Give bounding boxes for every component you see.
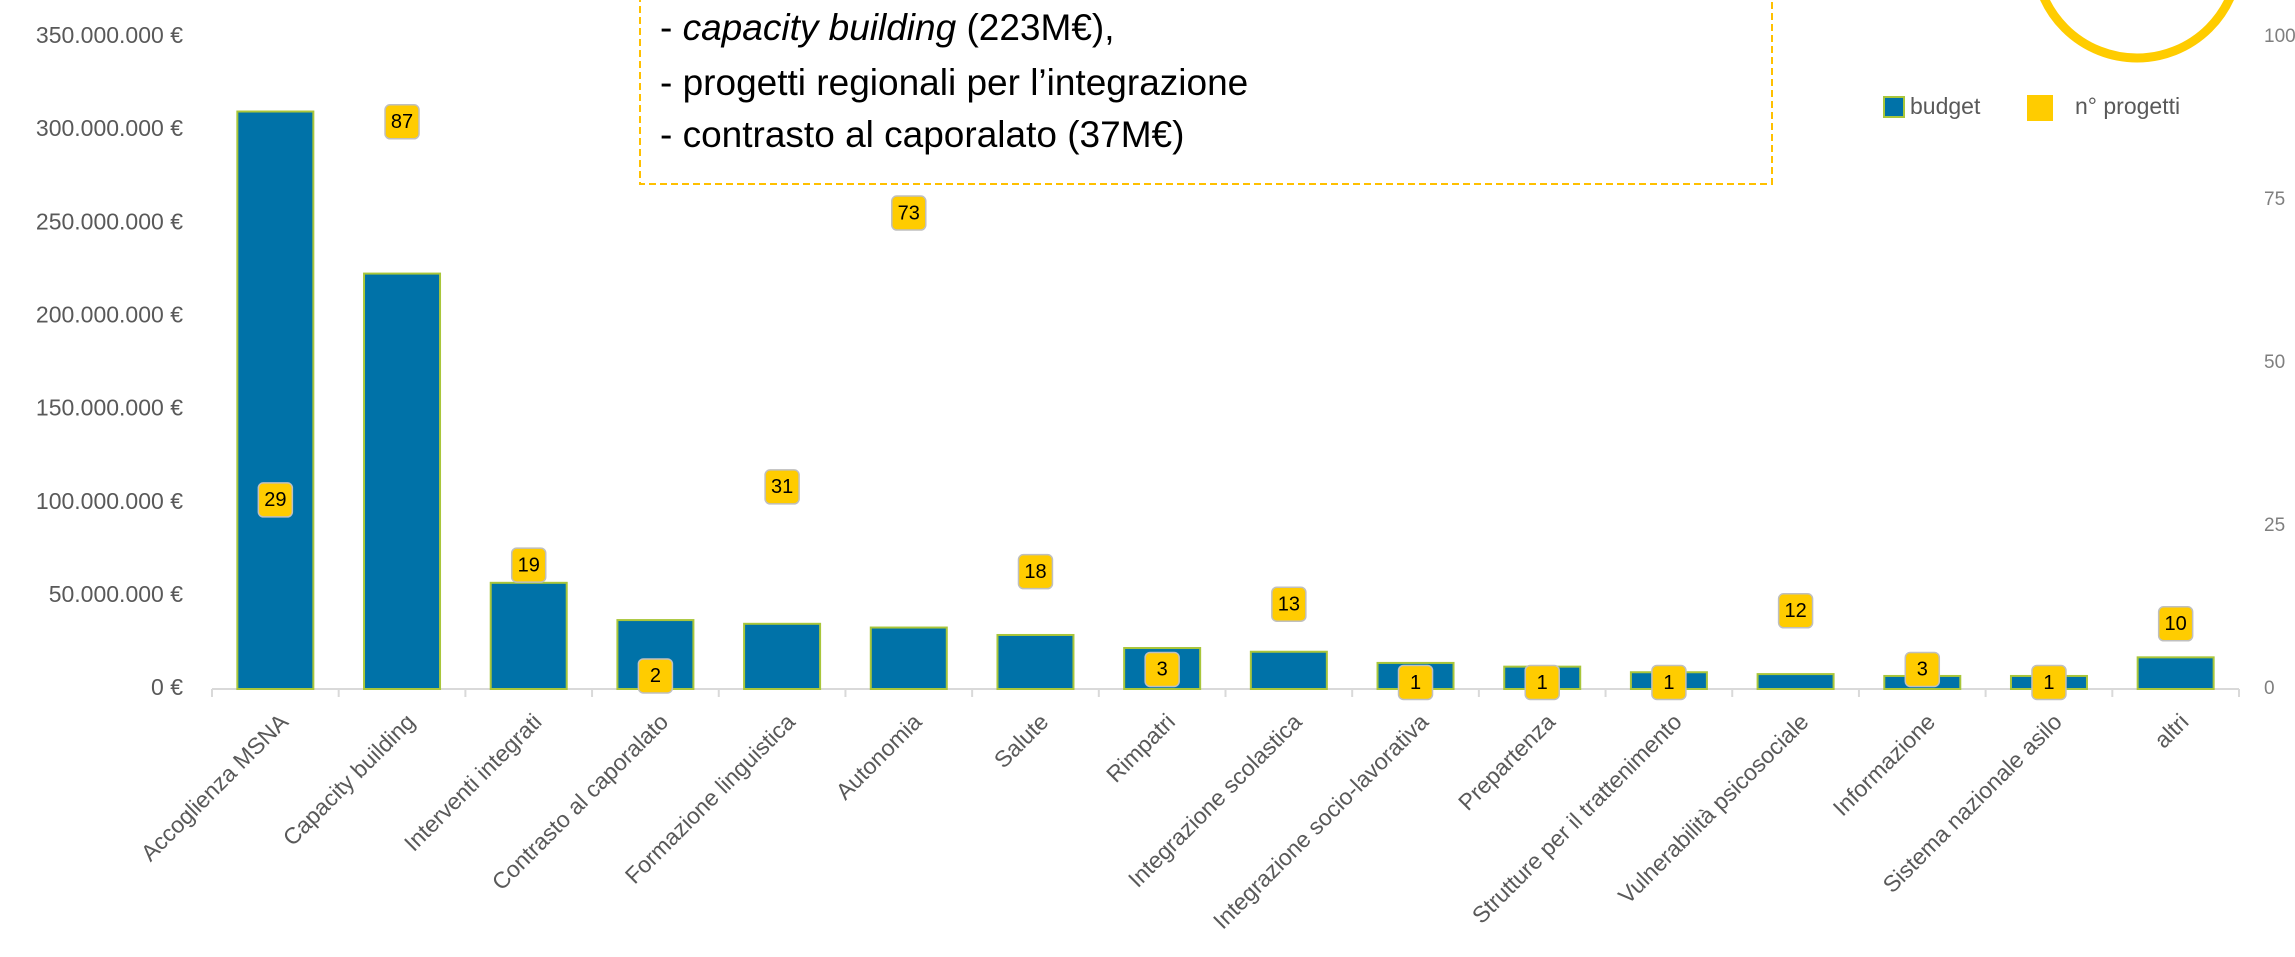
project-label: 1: [1537, 672, 1548, 694]
bar: [996, 633, 1075, 691]
bar: [1756, 673, 1835, 691]
legend-swatch: [2027, 95, 2053, 121]
y2-tick-label: 50: [2264, 352, 2285, 373]
project-label: 3: [1917, 659, 1928, 681]
y-tick-label: 250.000.000 €: [36, 208, 183, 234]
project-label: 1: [1410, 672, 1421, 694]
bar: [236, 110, 315, 690]
project-marker: [2157, 606, 2194, 642]
project-marker: [637, 658, 674, 694]
project-marker: [1524, 664, 1560, 701]
x-tick-label: Prepartenza: [1453, 708, 1560, 815]
project-marker: [1271, 586, 1307, 622]
project-marker: [1397, 664, 1434, 701]
project-label: 73: [898, 202, 920, 224]
x-tick-label: Capacity building: [278, 708, 420, 850]
x-tick-label: Accoglienza MSNA: [136, 708, 294, 866]
bar: [869, 626, 948, 690]
bar: [743, 622, 822, 690]
project-marker: [891, 195, 927, 231]
project-label: 19: [518, 554, 540, 576]
x-tick-label: Strutture per il trattenimento: [1467, 708, 1687, 928]
project-marker: [1904, 651, 1941, 688]
x-tick-label: Informazione: [1828, 708, 1940, 820]
annotation-line: - capacity building (223M€),: [660, 7, 1115, 48]
bar: [363, 272, 442, 690]
project-label: 2: [650, 665, 661, 687]
x-tick-label: Salute: [989, 708, 1054, 773]
bar: [2136, 656, 2215, 690]
legend-label: budget: [1910, 93, 1981, 119]
project-marker: [1144, 651, 1180, 688]
bar: [489, 581, 568, 690]
project-marker: [510, 547, 547, 583]
y-tick-label: 0 €: [151, 674, 183, 700]
x-tick-label: altri: [2149, 708, 2194, 753]
x-tick-label: Rimpatri: [1101, 708, 1180, 787]
legend-swatch: [1883, 96, 1905, 118]
annotation-text: -: [660, 7, 683, 48]
project-label: 10: [2165, 613, 2187, 635]
y2-tick-label: 0: [2264, 678, 2275, 699]
project-label: 1: [2043, 672, 2054, 694]
y-tick-label: 300.000.000 €: [36, 115, 183, 141]
project-marker: [764, 469, 800, 505]
project-label: 29: [264, 489, 286, 511]
x-tick-label: Interventi integrati: [399, 708, 547, 856]
project-marker: [1651, 664, 1687, 701]
bar: [1249, 650, 1328, 690]
project-label: 31: [771, 476, 793, 498]
x-tick-label: Integrazione socio-lavorativa: [1208, 708, 1434, 934]
x-tick-label: Autonomia: [830, 708, 926, 804]
annotation-line: - progetti regionali per l’integrazione: [660, 62, 1248, 103]
y-tick-label: 350.000.000 €: [36, 22, 183, 48]
project-marker: [1017, 553, 1054, 590]
legend-label: n° progetti: [2075, 93, 2180, 119]
annotation-line: - contrasto al caporalato (37M€): [660, 114, 1184, 155]
project-marker: [2031, 664, 2067, 701]
y-tick-label: 50.000.000 €: [49, 581, 184, 607]
project-marker: [384, 104, 420, 140]
project-label: 18: [1024, 561, 1046, 583]
annotation-text: (223M€),: [956, 7, 1114, 48]
y2-tick-label: 100: [2264, 26, 2295, 47]
y-tick-label: 200.000.000 €: [36, 302, 183, 328]
annotation-text: capacity building: [683, 7, 957, 48]
y-tick-label: 100.000.000 €: [36, 488, 183, 514]
decorative-circle: [2040, 0, 2234, 63]
project-marker: [1777, 593, 1814, 629]
project-label: 13: [1278, 594, 1300, 616]
annotation-box: [639, 0, 1773, 185]
project-label: 1: [1663, 672, 1674, 694]
project-label: 3: [1157, 659, 1168, 681]
y2-tick-label: 25: [2264, 515, 2285, 536]
project-label: 12: [1784, 600, 1806, 622]
y-tick-label: 150.000.000 €: [36, 395, 183, 421]
project-marker: [257, 482, 294, 518]
project-label: 87: [391, 111, 413, 133]
y2-tick-label: 75: [2264, 189, 2285, 210]
